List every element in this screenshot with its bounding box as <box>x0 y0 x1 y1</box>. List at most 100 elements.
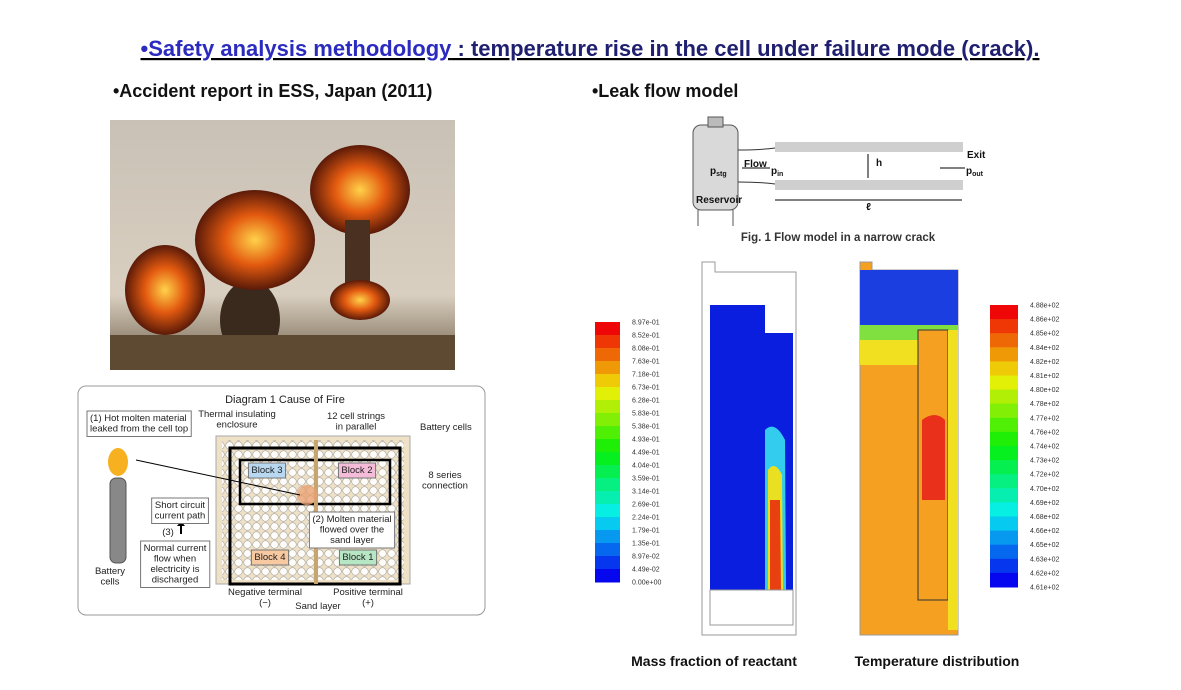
colorbar-label: 4.66e+02 <box>1030 528 1059 535</box>
label-line: (2) Molten material <box>312 514 391 525</box>
label-line: Block 1 <box>342 552 373 563</box>
label-line: flow when <box>154 554 196 565</box>
colorbar-label: 3.59e-01 <box>632 476 660 483</box>
colorbar-label: 1.79e-01 <box>632 528 660 535</box>
plot-caption: Temperature distribution <box>855 653 1020 669</box>
label-box <box>151 497 209 524</box>
colorbar-band <box>990 305 1018 320</box>
colorbar-label: 4.78e+02 <box>1030 401 1059 408</box>
label-line: connection <box>422 481 468 492</box>
colorbar-band <box>990 446 1018 461</box>
colorbar-band <box>595 530 620 544</box>
colorbar-label: 2.24e-01 <box>632 515 660 522</box>
colorbar-band <box>990 474 1018 489</box>
label-line: Negative terminal <box>228 587 302 598</box>
flow-label: Flow <box>744 159 767 170</box>
label-box <box>140 540 211 588</box>
colorbar-band <box>990 375 1018 391</box>
colorbar-label: 7.63e-01 <box>632 359 660 366</box>
label-line: Block 2 <box>341 465 372 476</box>
colorbar-band <box>990 516 1018 532</box>
colorbar-label: 4.77e+02 <box>1030 415 1059 422</box>
title-lead: •Safety analysis methodology <box>141 36 453 61</box>
colorbar-label: 4.74e+02 <box>1030 444 1059 451</box>
colorbar-band <box>595 569 620 583</box>
colorbar-band <box>595 478 620 492</box>
flow-label: h <box>876 158 882 169</box>
colorbar-label: 3.14e-01 <box>632 489 660 496</box>
label-line: electricity is <box>150 564 199 575</box>
diagram-label: (3) <box>162 527 174 538</box>
colorbar-label: 4.80e+02 <box>1030 387 1059 394</box>
colorbar-label: 4.04e-01 <box>632 463 660 470</box>
label-line: discharged <box>152 575 198 586</box>
diagram-label: Negative terminal(−) <box>228 587 302 609</box>
label-base: p <box>771 166 777 177</box>
colorbar-label: 4.73e+02 <box>1030 458 1059 465</box>
colorbar-label: 4.63e+02 <box>1030 556 1059 563</box>
colorbar-label: 4.76e+02 <box>1030 429 1059 436</box>
colorbar-label: 5.83e-01 <box>632 411 660 418</box>
colorbar-band <box>990 544 1018 560</box>
colorbar-band <box>595 400 620 414</box>
plot-caption: Mass fraction of reactant <box>631 653 797 669</box>
colorbar-band <box>595 426 620 440</box>
colorbar-band <box>990 530 1018 546</box>
diagram-label: Sand layer <box>295 601 340 612</box>
label-line: Short circuit <box>155 500 206 511</box>
label-box <box>338 549 378 566</box>
colorbar-label: 7.18e-01 <box>632 372 660 379</box>
colorbar-label: 8.97e-01 <box>632 320 660 327</box>
label-subscript: stg <box>716 171 727 178</box>
diagram-label: Block 4 <box>250 549 290 566</box>
colorbar-band <box>595 504 620 518</box>
label-line: 12 cell strings <box>327 411 385 422</box>
label-line: Sand layer <box>295 601 340 612</box>
colorbar-label: 4.49e-02 <box>632 567 660 574</box>
colorbar-band <box>990 431 1018 447</box>
colorbar-label: 4.49e-01 <box>632 450 660 457</box>
flow-label: Reservoir <box>696 195 742 206</box>
flow-label: pout <box>966 166 984 178</box>
colorbar-band <box>990 389 1018 405</box>
colorbar-label: 4.70e+02 <box>1030 486 1059 493</box>
colorbar-band <box>595 322 620 336</box>
colorbar-label: 4.61e+02 <box>1030 585 1059 592</box>
colorbar-band <box>595 361 620 375</box>
label-line: sand layer <box>330 535 374 546</box>
colorbar-label: 6.28e-01 <box>632 398 660 405</box>
label-box <box>247 462 287 479</box>
label-base: h <box>876 158 882 169</box>
diagram-label: Block 1 <box>338 549 378 566</box>
colorbar-label: 4.62e+02 <box>1030 570 1059 577</box>
colorbar-label: 4.81e+02 <box>1030 373 1059 380</box>
colorbar-label: 8.97e-02 <box>632 554 660 561</box>
colorbar-band <box>990 460 1018 475</box>
colorbar-label: 4.69e+02 <box>1030 500 1059 507</box>
diagram-label: Block 2 <box>337 462 377 479</box>
title-rest: : temperature rise in the cell under fai… <box>451 36 1039 61</box>
colorbar-label: 8.08e-01 <box>632 346 660 353</box>
label-box <box>250 549 290 566</box>
diagram-title: Diagram 1 Cause of Fire <box>225 394 345 406</box>
diagram-label: Block 3 <box>247 462 287 479</box>
label-box <box>337 462 377 479</box>
colorbar-band <box>990 502 1018 517</box>
label-line: 8 series <box>428 470 462 481</box>
colorbar-band <box>990 417 1018 433</box>
label-line: enclosure <box>216 420 257 431</box>
colorbar-band <box>990 319 1018 334</box>
temperature-plot <box>859 261 959 636</box>
colorbar-label: 4.93e-01 <box>632 437 660 444</box>
label-line: cells <box>100 577 119 588</box>
label-line: Block 3 <box>251 465 282 476</box>
colorbar-band <box>595 556 620 570</box>
label-box <box>86 410 192 437</box>
colorbar-band <box>990 488 1018 503</box>
colorbar-band <box>595 491 620 505</box>
